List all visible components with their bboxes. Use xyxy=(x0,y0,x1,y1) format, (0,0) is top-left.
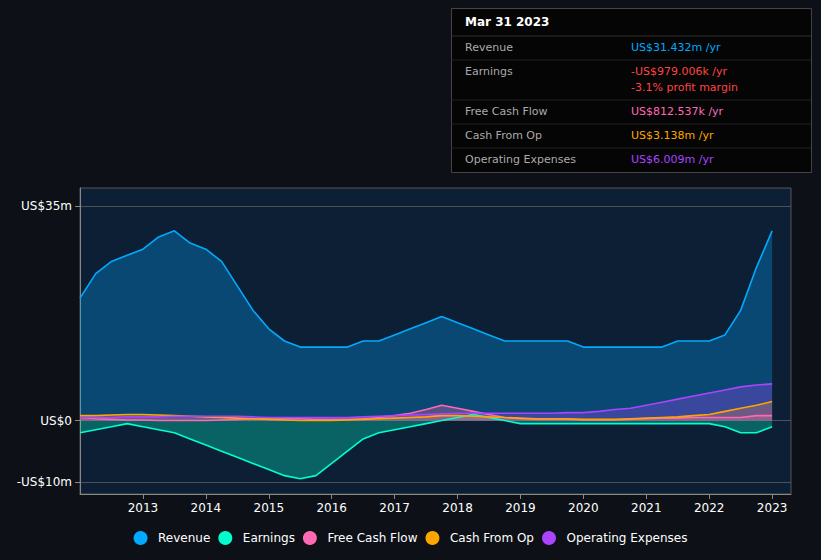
svg-text:Cash From Op: Cash From Op xyxy=(465,129,542,142)
svg-text:Mar 31 2023: Mar 31 2023 xyxy=(465,15,549,29)
svg-text:Operating Expenses: Operating Expenses xyxy=(566,531,687,545)
svg-text:US$812.537k /yr: US$812.537k /yr xyxy=(631,105,724,118)
svg-text:2019: 2019 xyxy=(505,501,536,515)
svg-text:Earnings: Earnings xyxy=(465,65,513,78)
svg-text:Revenue: Revenue xyxy=(465,41,513,54)
svg-text:2018: 2018 xyxy=(442,501,473,515)
svg-text:2016: 2016 xyxy=(316,501,347,515)
svg-text:US$6.009m /yr: US$6.009m /yr xyxy=(631,153,714,166)
svg-text:2014: 2014 xyxy=(191,501,222,515)
svg-text:2022: 2022 xyxy=(694,501,725,515)
svg-text:US$35m: US$35m xyxy=(21,199,72,213)
svg-text:2017: 2017 xyxy=(379,501,410,515)
svg-text:2021: 2021 xyxy=(631,501,662,515)
svg-text:2015: 2015 xyxy=(253,501,284,515)
svg-text:US$3.138m /yr: US$3.138m /yr xyxy=(631,129,714,142)
svg-text:Earnings: Earnings xyxy=(243,531,295,545)
svg-text:Revenue: Revenue xyxy=(158,531,210,545)
svg-text:Free Cash Flow: Free Cash Flow xyxy=(465,105,548,118)
svg-text:2020: 2020 xyxy=(568,501,599,515)
svg-text:Free Cash Flow: Free Cash Flow xyxy=(327,531,417,545)
svg-text:Cash From Op: Cash From Op xyxy=(450,531,534,545)
svg-text:US$0: US$0 xyxy=(40,414,72,428)
svg-text:2013: 2013 xyxy=(128,501,159,515)
svg-text:-US$979.006k /yr: -US$979.006k /yr xyxy=(631,65,728,78)
svg-text:Operating Expenses: Operating Expenses xyxy=(465,153,576,166)
svg-text:-3.1% profit margin: -3.1% profit margin xyxy=(631,81,738,94)
svg-text:-US$10m: -US$10m xyxy=(17,475,72,489)
svg-text:US$31.432m /yr: US$31.432m /yr xyxy=(631,41,721,54)
svg-text:2023: 2023 xyxy=(757,501,788,515)
